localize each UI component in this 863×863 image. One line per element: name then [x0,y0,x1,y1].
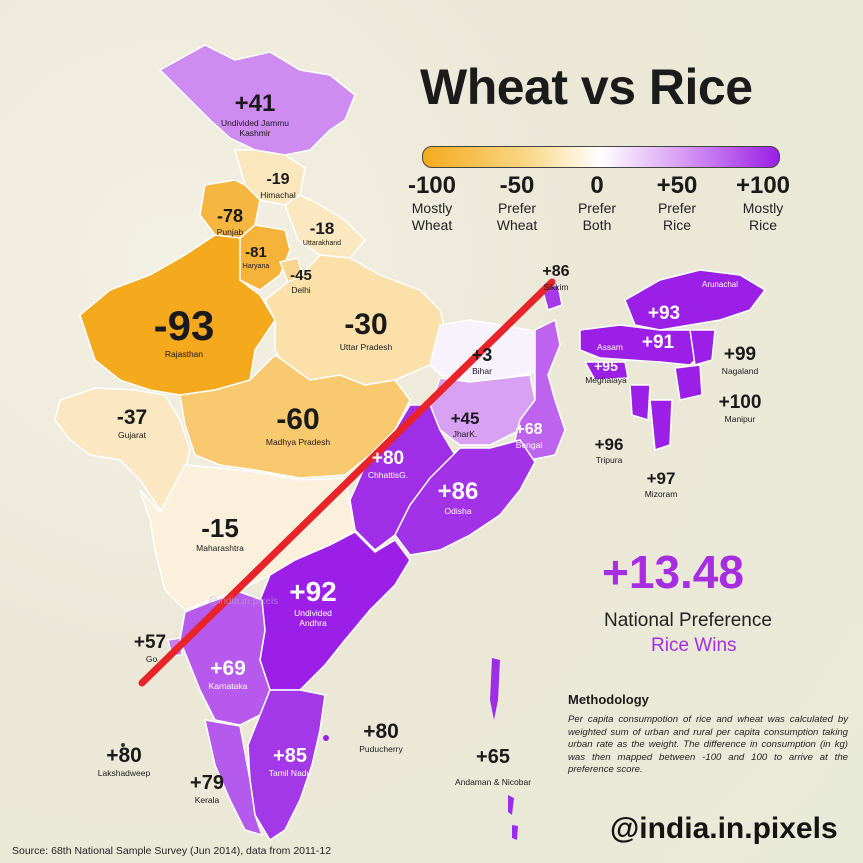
label-assam-name: Assam [597,342,623,352]
label-andaman-nicobar: +65 Andaman & Nicobar [454,746,532,787]
label-tripura: +96 Tripura [594,435,624,465]
region-assam [579,324,706,366]
label-andhra: +92 Undivided Andhra [289,576,337,629]
region-kerala [204,719,264,837]
label-delhi: -45 Delhi [290,267,312,295]
region-tripura [629,384,651,422]
region-arunachal [624,269,767,331]
label-lakshadweep: +80 Lakshadweep [97,744,151,778]
label-arunachal-name: Arunachal [701,280,739,289]
author-handle: @india.in.pixels [610,812,838,845]
scale-tick-mostly-rice: +100 Mostly Rice [735,172,791,233]
label-rajasthan: -93 Rajasthan [153,302,215,360]
label-arunachal: +93 [647,303,681,324]
label-jharkhand: +45 JharK. [450,409,480,439]
region-mizoram [649,399,673,452]
methodology-text: Per capita consumpotion of rice and whea… [568,714,848,775]
source-note: Source: 68th National Sample Survey (Jun… [12,845,332,857]
label-tamil-nadu: +85 Tamil Nadu [268,745,312,778]
label-haryana: -81 Haryana [242,244,270,270]
label-manipur: +100 Manipur [718,392,762,424]
label-uttar-pradesh: -30 Uttar Pradesh [339,308,393,353]
region-meghalaya [583,361,629,381]
region-lakshadweep [121,743,125,747]
region-andaman-nicobar [490,658,518,840]
label-uttarakhand: -18 Uttarakhand [302,219,342,247]
label-meghalaya: +95 Meghalaya [585,358,627,385]
region-nagaland [689,329,716,366]
label-karnataka: +69 Karnataka [208,657,248,691]
label-gujarat: -37 Gujarat [116,406,148,440]
region-puducherry [323,735,329,741]
divider-line [138,278,556,687]
national-preference-label: National Preference [604,610,772,631]
label-sikkim: +86 Sikkim [542,263,570,293]
region-jammu-kashmir [158,44,356,156]
label-assam: +91 [641,332,675,353]
page-title: Wheat vs Rice [420,59,753,115]
label-madhya-pradesh: -60 Madhya Pradesh [265,403,331,448]
region-manipur [674,364,703,401]
scale-tick-mostly-wheat: -100 Mostly Wheat [407,172,457,233]
label-chhattisgarh: +80 ChhattisG. [367,448,409,480]
label-himachal: -19 Himachal [260,171,296,201]
label-mizoram: +97 Mizoram [644,469,678,499]
label-jammu-kashmir: +41 Undivided Jammu Kashmir [220,90,290,139]
region-madhya-pradesh [179,354,411,479]
region-uttar-pradesh [264,254,446,386]
national-preference-value: +13.48 [602,546,744,598]
national-verdict: Rice Wins [651,635,737,656]
label-punjab: -78 Punjab [216,206,244,237]
label-odisha: +86 Odisha [437,478,479,517]
region-bengal [514,318,566,461]
label-bengal: +68 Bengal [515,421,543,451]
scale-tick-prefer-both: 0 Prefer Both [577,172,617,233]
label-goa: +57 Goa [133,632,167,664]
color-scale-bar [422,146,780,168]
label-kerala: +79 Kerala [190,772,224,805]
label-maharashtra: -15 Maharashtra [196,513,244,553]
scale-tick-prefer-wheat: -50 Prefer Wheat [496,172,538,233]
scale-tick-prefer-rice: +50 Prefer Rice [656,172,698,233]
region-odisha [394,439,536,556]
label-puducherry: +80 Puducherry [359,720,403,754]
label-bihar: +3 Bihar [471,345,493,376]
region-uttarakhand [284,194,367,259]
methodology-heading: Methodology [568,692,649,707]
watermark: @india.in.pixels [208,596,279,607]
label-nagaland: +99 Nagaland [721,344,759,376]
